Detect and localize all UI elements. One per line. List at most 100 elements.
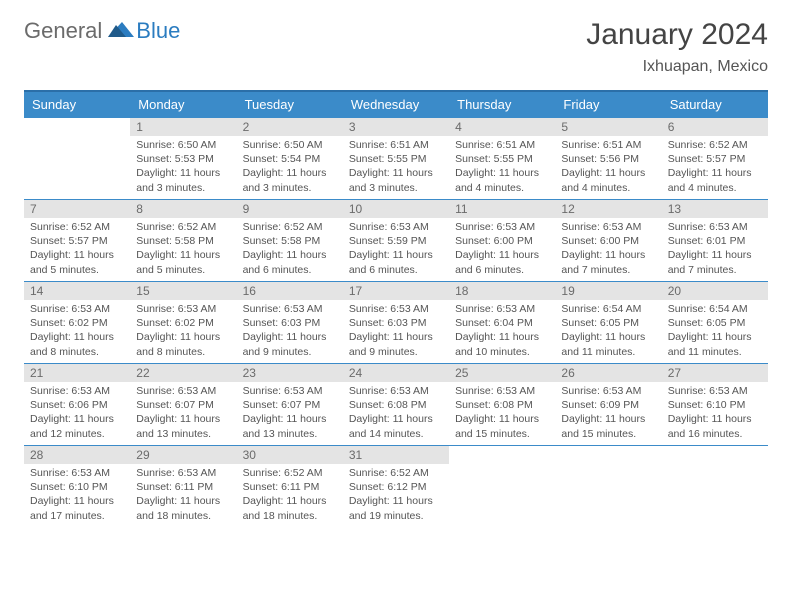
day-content: Sunrise: 6:53 AMSunset: 6:07 PMDaylight:… bbox=[237, 382, 343, 445]
day-content: Sunrise: 6:52 AMSunset: 5:57 PMDaylight:… bbox=[662, 136, 768, 199]
day-content: Sunrise: 6:50 AMSunset: 5:53 PMDaylight:… bbox=[130, 136, 236, 199]
calendar-day-cell: 16Sunrise: 6:53 AMSunset: 6:03 PMDayligh… bbox=[237, 282, 343, 364]
calendar-week-row: 21Sunrise: 6:53 AMSunset: 6:06 PMDayligh… bbox=[24, 364, 768, 446]
day-number: 25 bbox=[449, 364, 555, 382]
calendar-day-cell: 24Sunrise: 6:53 AMSunset: 6:08 PMDayligh… bbox=[343, 364, 449, 446]
day-number: 16 bbox=[237, 282, 343, 300]
day-number: 20 bbox=[662, 282, 768, 300]
day-number: 22 bbox=[130, 364, 236, 382]
calendar-day-cell: 3Sunrise: 6:51 AMSunset: 5:55 PMDaylight… bbox=[343, 118, 449, 200]
day-content: Sunrise: 6:53 AMSunset: 6:10 PMDaylight:… bbox=[662, 382, 768, 445]
calendar-day-cell: 7Sunrise: 6:52 AMSunset: 5:57 PMDaylight… bbox=[24, 200, 130, 282]
day-content: Sunrise: 6:53 AMSunset: 6:08 PMDaylight:… bbox=[343, 382, 449, 445]
day-content: Sunrise: 6:52 AMSunset: 6:11 PMDaylight:… bbox=[237, 464, 343, 527]
weekday-header: Sunday bbox=[24, 91, 130, 118]
day-content: Sunrise: 6:51 AMSunset: 5:55 PMDaylight:… bbox=[449, 136, 555, 199]
day-content: Sunrise: 6:54 AMSunset: 6:05 PMDaylight:… bbox=[555, 300, 661, 363]
calendar-day-cell: 2Sunrise: 6:50 AMSunset: 5:54 PMDaylight… bbox=[237, 118, 343, 200]
day-content: Sunrise: 6:51 AMSunset: 5:55 PMDaylight:… bbox=[343, 136, 449, 199]
calendar-week-row: 1Sunrise: 6:50 AMSunset: 5:53 PMDaylight… bbox=[24, 118, 768, 200]
day-number: 18 bbox=[449, 282, 555, 300]
weekday-header: Saturday bbox=[662, 91, 768, 118]
day-number: 11 bbox=[449, 200, 555, 218]
day-number: 24 bbox=[343, 364, 449, 382]
day-number: 13 bbox=[662, 200, 768, 218]
calendar-day-cell: 26Sunrise: 6:53 AMSunset: 6:09 PMDayligh… bbox=[555, 364, 661, 446]
weekday-header: Thursday bbox=[449, 91, 555, 118]
calendar-day-cell: 11Sunrise: 6:53 AMSunset: 6:00 PMDayligh… bbox=[449, 200, 555, 282]
day-content: Sunrise: 6:53 AMSunset: 6:07 PMDaylight:… bbox=[130, 382, 236, 445]
day-content: Sunrise: 6:52 AMSunset: 5:57 PMDaylight:… bbox=[24, 218, 130, 281]
calendar-day-cell: 23Sunrise: 6:53 AMSunset: 6:07 PMDayligh… bbox=[237, 364, 343, 446]
day-content: Sunrise: 6:53 AMSunset: 6:09 PMDaylight:… bbox=[555, 382, 661, 445]
weekday-header: Tuesday bbox=[237, 91, 343, 118]
weekday-header-row: Sunday Monday Tuesday Wednesday Thursday… bbox=[24, 91, 768, 118]
calendar-day-cell bbox=[662, 446, 768, 528]
day-content: Sunrise: 6:51 AMSunset: 5:56 PMDaylight:… bbox=[555, 136, 661, 199]
calendar-day-cell: 14Sunrise: 6:53 AMSunset: 6:02 PMDayligh… bbox=[24, 282, 130, 364]
day-content: Sunrise: 6:53 AMSunset: 6:02 PMDaylight:… bbox=[24, 300, 130, 363]
day-number: 14 bbox=[24, 282, 130, 300]
calendar-day-cell bbox=[555, 446, 661, 528]
calendar-body: 1Sunrise: 6:50 AMSunset: 5:53 PMDaylight… bbox=[24, 118, 768, 528]
day-content: Sunrise: 6:52 AMSunset: 5:58 PMDaylight:… bbox=[237, 218, 343, 281]
calendar-day-cell: 18Sunrise: 6:53 AMSunset: 6:04 PMDayligh… bbox=[449, 282, 555, 364]
calendar-day-cell: 9Sunrise: 6:52 AMSunset: 5:58 PMDaylight… bbox=[237, 200, 343, 282]
calendar-day-cell: 27Sunrise: 6:53 AMSunset: 6:10 PMDayligh… bbox=[662, 364, 768, 446]
calendar-table: Sunday Monday Tuesday Wednesday Thursday… bbox=[24, 90, 768, 528]
day-number: 6 bbox=[662, 118, 768, 136]
day-number: 7 bbox=[24, 200, 130, 218]
calendar-day-cell: 25Sunrise: 6:53 AMSunset: 6:08 PMDayligh… bbox=[449, 364, 555, 446]
calendar-day-cell: 1Sunrise: 6:50 AMSunset: 5:53 PMDaylight… bbox=[130, 118, 236, 200]
day-number: 21 bbox=[24, 364, 130, 382]
day-number: 2 bbox=[237, 118, 343, 136]
day-number: 19 bbox=[555, 282, 661, 300]
calendar-day-cell: 4Sunrise: 6:51 AMSunset: 5:55 PMDaylight… bbox=[449, 118, 555, 200]
calendar-day-cell: 15Sunrise: 6:53 AMSunset: 6:02 PMDayligh… bbox=[130, 282, 236, 364]
day-content: Sunrise: 6:53 AMSunset: 6:11 PMDaylight:… bbox=[130, 464, 236, 527]
calendar-day-cell: 17Sunrise: 6:53 AMSunset: 6:03 PMDayligh… bbox=[343, 282, 449, 364]
logo-text-blue: Blue bbox=[136, 18, 180, 44]
day-content: Sunrise: 6:53 AMSunset: 6:03 PMDaylight:… bbox=[343, 300, 449, 363]
day-content: Sunrise: 6:54 AMSunset: 6:05 PMDaylight:… bbox=[662, 300, 768, 363]
calendar-day-cell: 10Sunrise: 6:53 AMSunset: 5:59 PMDayligh… bbox=[343, 200, 449, 282]
day-number: 30 bbox=[237, 446, 343, 464]
day-content: Sunrise: 6:52 AMSunset: 6:12 PMDaylight:… bbox=[343, 464, 449, 527]
calendar-day-cell: 8Sunrise: 6:52 AMSunset: 5:58 PMDaylight… bbox=[130, 200, 236, 282]
day-number: 10 bbox=[343, 200, 449, 218]
day-number: 5 bbox=[555, 118, 661, 136]
weekday-header: Friday bbox=[555, 91, 661, 118]
day-number: 1 bbox=[130, 118, 236, 136]
calendar-day-cell: 13Sunrise: 6:53 AMSunset: 6:01 PMDayligh… bbox=[662, 200, 768, 282]
calendar-week-row: 7Sunrise: 6:52 AMSunset: 5:57 PMDaylight… bbox=[24, 200, 768, 282]
day-number: 4 bbox=[449, 118, 555, 136]
day-number: 12 bbox=[555, 200, 661, 218]
weekday-header: Monday bbox=[130, 91, 236, 118]
day-content: Sunrise: 6:53 AMSunset: 6:00 PMDaylight:… bbox=[449, 218, 555, 281]
day-content: Sunrise: 6:53 AMSunset: 6:04 PMDaylight:… bbox=[449, 300, 555, 363]
calendar-day-cell bbox=[449, 446, 555, 528]
day-content: Sunrise: 6:53 AMSunset: 6:00 PMDaylight:… bbox=[555, 218, 661, 281]
day-content: Sunrise: 6:53 AMSunset: 6:01 PMDaylight:… bbox=[662, 218, 768, 281]
day-content: Sunrise: 6:50 AMSunset: 5:54 PMDaylight:… bbox=[237, 136, 343, 199]
month-title: January 2024 bbox=[586, 18, 768, 52]
day-content: Sunrise: 6:53 AMSunset: 6:06 PMDaylight:… bbox=[24, 382, 130, 445]
day-number: 3 bbox=[343, 118, 449, 136]
day-number: 26 bbox=[555, 364, 661, 382]
calendar-day-cell: 30Sunrise: 6:52 AMSunset: 6:11 PMDayligh… bbox=[237, 446, 343, 528]
calendar-day-cell bbox=[24, 118, 130, 200]
day-number: 15 bbox=[130, 282, 236, 300]
header: General Blue January 2024 Ixhuapan, Mexi… bbox=[24, 18, 768, 76]
day-number: 9 bbox=[237, 200, 343, 218]
day-number: 28 bbox=[24, 446, 130, 464]
calendar-week-row: 28Sunrise: 6:53 AMSunset: 6:10 PMDayligh… bbox=[24, 446, 768, 528]
calendar-week-row: 14Sunrise: 6:53 AMSunset: 6:02 PMDayligh… bbox=[24, 282, 768, 364]
day-content: Sunrise: 6:53 AMSunset: 6:10 PMDaylight:… bbox=[24, 464, 130, 527]
calendar-day-cell: 6Sunrise: 6:52 AMSunset: 5:57 PMDaylight… bbox=[662, 118, 768, 200]
calendar-day-cell: 22Sunrise: 6:53 AMSunset: 6:07 PMDayligh… bbox=[130, 364, 236, 446]
logo-triangle-icon bbox=[108, 19, 134, 44]
location: Ixhuapan, Mexico bbox=[586, 58, 768, 76]
calendar-day-cell: 31Sunrise: 6:52 AMSunset: 6:12 PMDayligh… bbox=[343, 446, 449, 528]
calendar-day-cell: 29Sunrise: 6:53 AMSunset: 6:11 PMDayligh… bbox=[130, 446, 236, 528]
calendar-day-cell: 19Sunrise: 6:54 AMSunset: 6:05 PMDayligh… bbox=[555, 282, 661, 364]
